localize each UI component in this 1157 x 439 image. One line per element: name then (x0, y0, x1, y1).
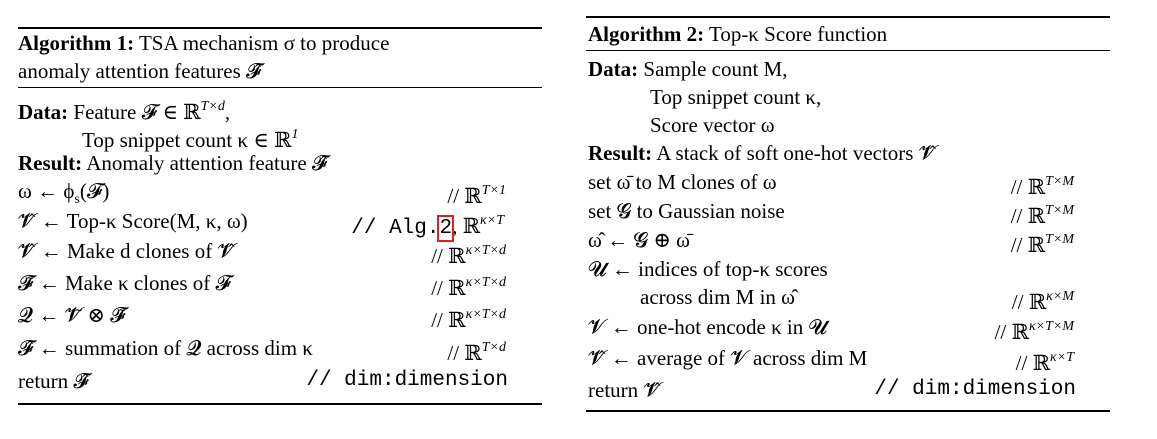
header-rule (586, 50, 1110, 51)
top-rule (18, 27, 542, 29)
step-comment: // ℝ (1011, 290, 1047, 314)
result-text: A stack of soft one-hot vectors 𝓥̂ (656, 141, 937, 165)
step-text: across dim M in ω̂ (640, 285, 795, 309)
top-rule (586, 16, 1110, 18)
algorithm-1-title-l1: TSA mechanism σ to produce (138, 31, 390, 55)
result-label: Result: (18, 151, 83, 175)
header-rule (18, 87, 542, 88)
result-text: Anomaly attention feature 𝓕̂ (86, 151, 328, 175)
step-text: 𝓕̃ ← Make κ clones of 𝓕 (18, 271, 232, 295)
step-comment: // ℝ (431, 276, 466, 300)
step-comment-sup: κ×T (1050, 350, 1074, 365)
step-comment-sup: T×d (481, 340, 506, 355)
return-comment: // dim:dimension (306, 369, 508, 392)
step-text: ω̂ ← 𝓖 ⊕ ω̄ (588, 228, 690, 252)
step-comment-sup: κ×M (1046, 289, 1074, 304)
step-comment-sup: κ×T×d (465, 307, 506, 322)
step-comment: // ℝ (431, 244, 466, 268)
step-comment-sup: κ×T×d (465, 275, 506, 290)
step-comment: // ℝ (1010, 204, 1046, 228)
algorithm-2-label: Algorithm 2: (588, 22, 705, 46)
algorithm-2-reference-link[interactable]: 2 (437, 215, 455, 242)
step-subscript: s (74, 192, 80, 208)
result-label: Result: (588, 141, 653, 165)
step-text: 𝓥̂ ← Make d clones of 𝓥̂ (18, 239, 235, 263)
step-text: 𝓥 ← one-hot encode κ in 𝓤 (588, 315, 828, 339)
return-text: return 𝓥̂ (588, 378, 661, 402)
step-text: set ω̄ to M clones of ω (588, 170, 777, 194)
data-feature-tail: , (224, 100, 231, 124)
data-score-vector: Score vector ω (650, 113, 775, 137)
step-text: 𝓕̂ ← summation of 𝓠 across dim κ (18, 336, 313, 360)
data-feature-sup: T×d (200, 99, 225, 114)
step-text: ω ← ϕ (18, 179, 75, 203)
step-comment-sup: T×M (1045, 232, 1074, 247)
step-comment-sup: T×1 (481, 183, 506, 198)
data-feature: Feature 𝓕 ∈ ℝ (73, 100, 201, 124)
algorithm-2: Algorithm 2: Top-κ Score function Data: … (586, 14, 1110, 414)
algorithm-2-title: Top-κ Score function (708, 22, 888, 46)
data-sample-count: Sample count M, (643, 57, 788, 81)
step-comment-sup: κ×T×d (465, 243, 506, 258)
step-comment: // ℝ (994, 320, 1029, 344)
algorithm-1-title-l2: anomaly attention features 𝓕̂ (18, 59, 262, 83)
step-text: set 𝓖 to Gaussian noise (588, 199, 785, 223)
step-comment: // Alg. (351, 217, 440, 240)
step-comment-tail: , ℝ (452, 214, 481, 238)
step-text: 𝓥̂ ← Top-κ Score(M, κ, ω) (18, 209, 248, 233)
step-text: 𝓠 ← 𝓥̃ ⊗ 𝓕̃ (18, 303, 126, 327)
step-comment-sup: κ×T×M (1028, 319, 1074, 334)
step-comment: // ℝ (1010, 233, 1046, 257)
step-comment-sup: T×M (1045, 174, 1074, 189)
return-text: return 𝓕̂ (18, 369, 89, 393)
step-comment: // ℝ (431, 308, 466, 332)
step-comment-sup: κ×T (480, 213, 504, 228)
data-top-snippet-sup: 1 (291, 127, 299, 142)
bottom-rule (18, 403, 542, 405)
step-text: 𝓥̂ ← average of 𝓥 across dim M (588, 346, 868, 370)
bottom-rule (586, 410, 1110, 412)
return-comment: // dim:dimension (874, 378, 1076, 401)
step-text: 𝓤 ← indices of top-κ scores (588, 257, 828, 281)
algorithm-1-label: Algorithm 1: (18, 31, 135, 55)
data-top-snippet: Top snippet count κ, (650, 85, 822, 109)
data-label: Data: (18, 100, 69, 124)
step-comment: // ℝ (1010, 175, 1046, 199)
step-comment: // ℝ (1015, 351, 1051, 375)
step-comment: // ℝ (447, 184, 482, 208)
step-text-tail: (𝓕) (79, 179, 110, 203)
data-top-snippet: Top snippet count κ ∈ ℝ (82, 128, 292, 152)
step-comment: // ℝ (447, 341, 482, 365)
algorithm-1: Algorithm 1: TSA mechanism σ to produce … (18, 25, 542, 415)
step-comment-sup: T×M (1045, 203, 1074, 218)
data-label: Data: (588, 57, 639, 81)
